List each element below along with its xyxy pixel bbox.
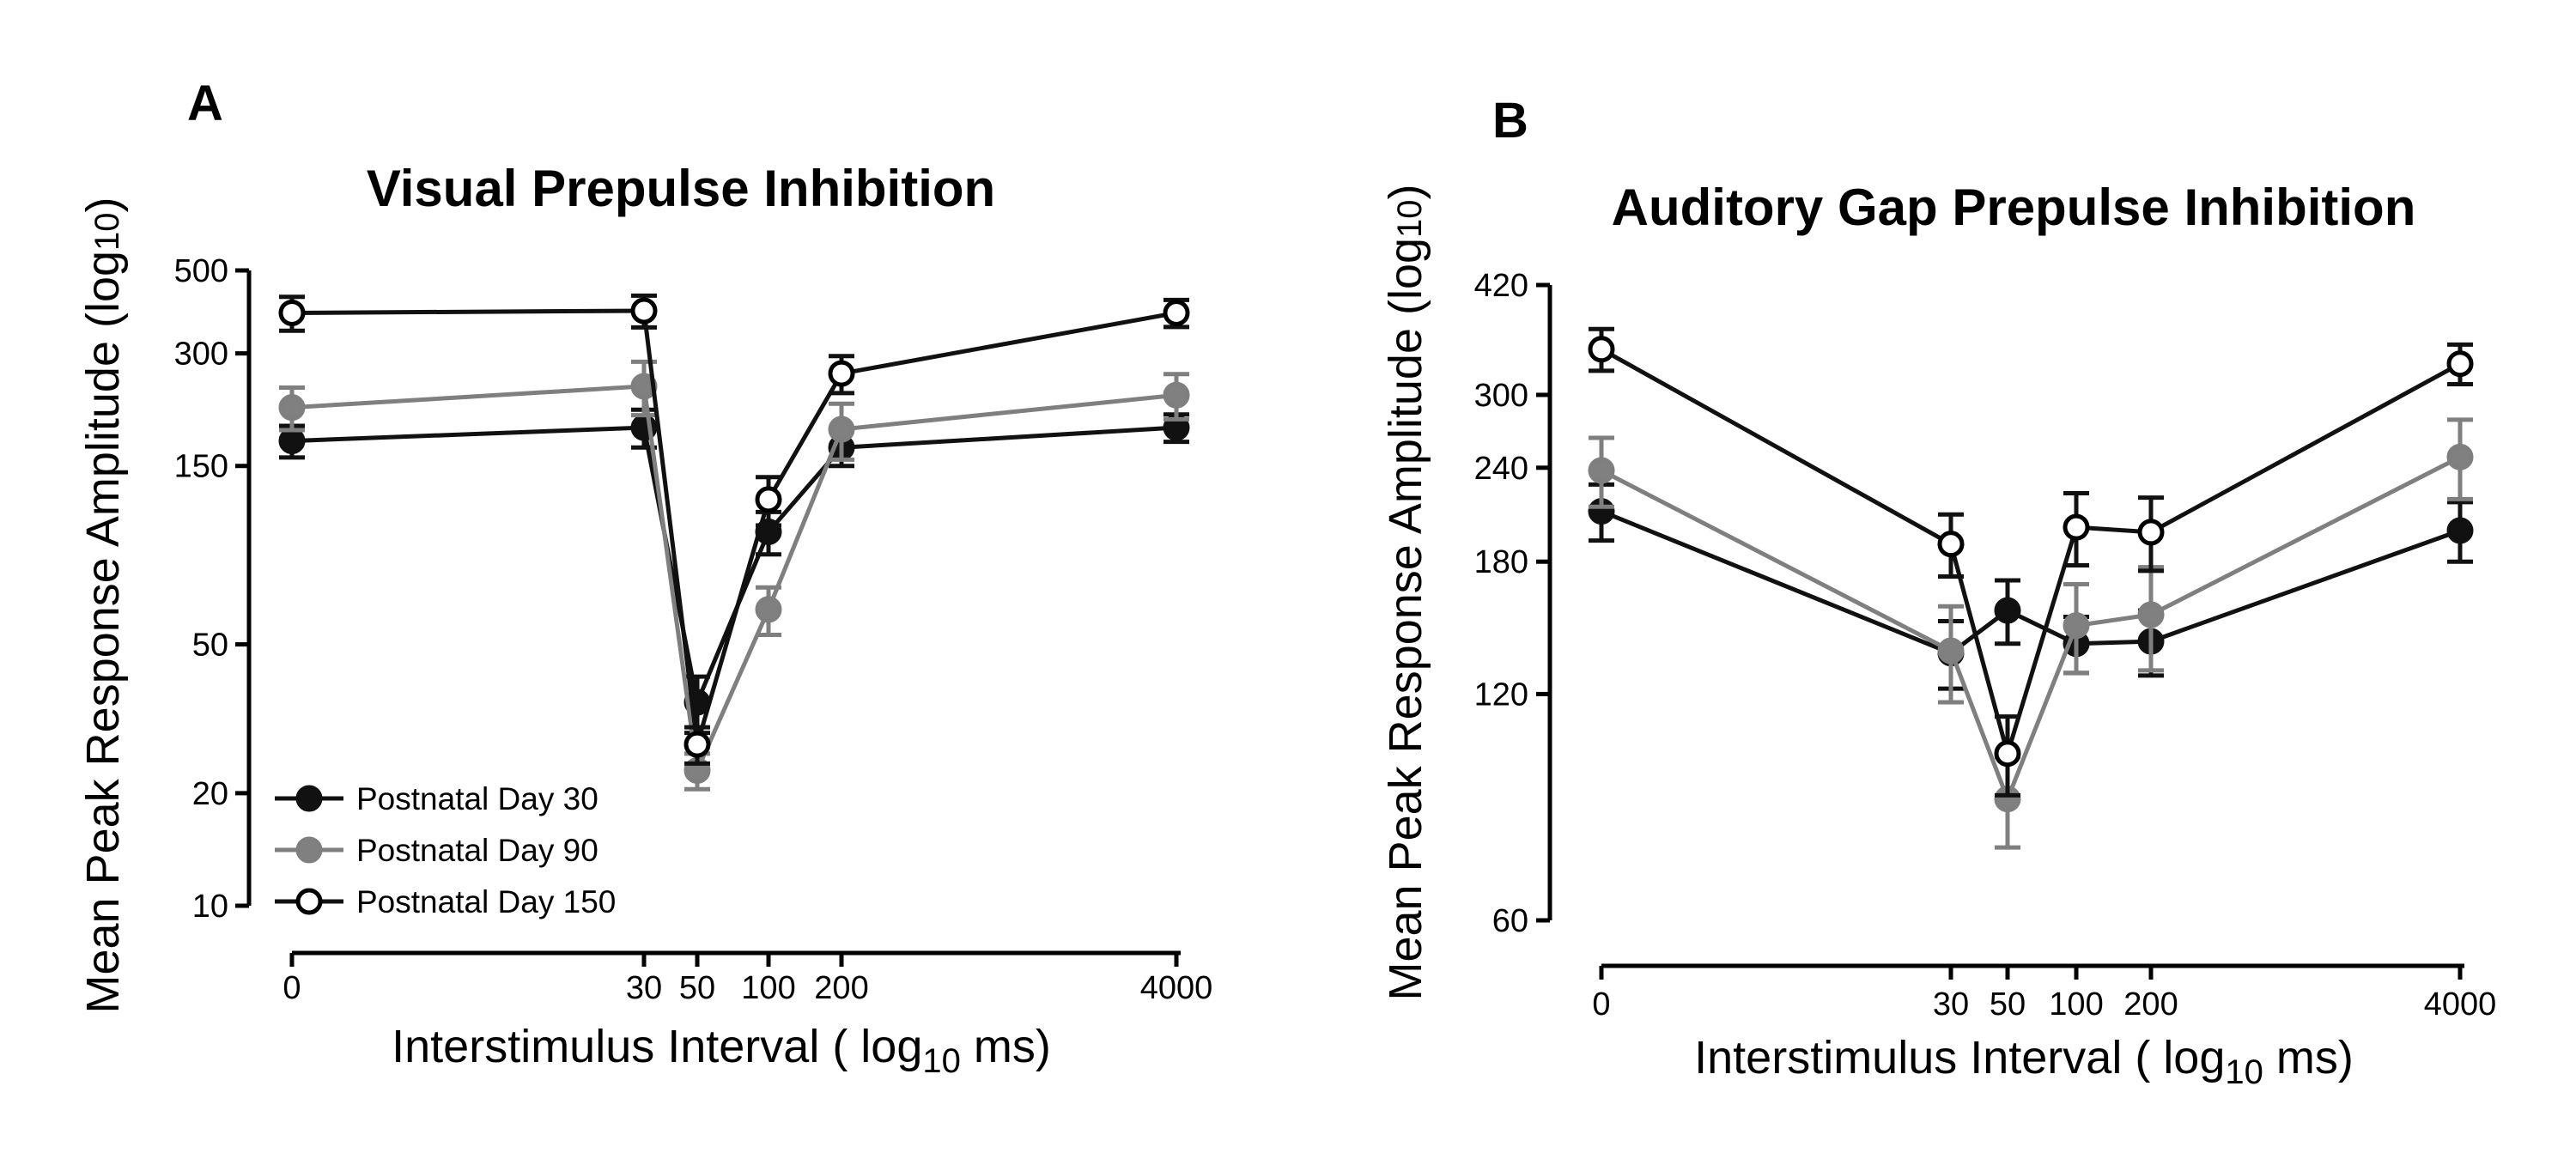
- panel-b-series-3-point-3: [2063, 513, 2090, 541]
- panel-b-series-2-point-3: [2063, 612, 2090, 640]
- panel-a-y-tick-label-10: 10: [192, 889, 228, 925]
- panel-b-ylabel-main: Mean Peak Response Amplitude (log: [1380, 238, 1431, 1001]
- panel-a-x-tick-label-200: 200: [814, 970, 868, 1006]
- panel-a: A Visual Prepulse Inhibition Mean Peak R…: [77, 76, 1212, 1080]
- panel-a-series-3-point-3: [755, 486, 782, 513]
- panel-b-x-tick-label-100: 100: [2049, 986, 2103, 1023]
- panel-a-y-tick-label-50: 50: [192, 628, 228, 664]
- panel-a-ylabel-close: ): [77, 197, 129, 212]
- panel-b-x-tick-label-30: 30: [1933, 986, 1969, 1023]
- panel-b-y-tick-label-180: 180: [1474, 544, 1528, 580]
- panel-b-series-2-line: [1600, 455, 2462, 805]
- panel-b-x-axis-label: Interstimulus Interval ( log10 ms): [1694, 1032, 2354, 1091]
- panel-a-series-2-point-4: [828, 416, 855, 443]
- svg-text:Mean Peak Response Amplitude: Mean Peak Response Amplitude (log10): [1380, 184, 1431, 1000]
- panel-a-series-3-point-2: [683, 731, 711, 758]
- legend-marker-3: [295, 888, 323, 915]
- panel-b-y-tick-label-60: 60: [1492, 903, 1528, 939]
- panel-b-series-1-point-5: [2446, 517, 2474, 544]
- panel-b-series-2-point-1: [1937, 637, 1965, 664]
- panel-b-series-3-point-4: [2137, 519, 2165, 546]
- panel-b-series-2-point-4: [2137, 601, 2165, 628]
- panel-b-series-3-point-2: [1994, 740, 2021, 768]
- panel-a-title: Visual Prepulse Inhibition: [367, 160, 995, 217]
- panel-b-y-tick-label-240: 240: [1474, 451, 1528, 487]
- panel-b-axes: 60 120 180 240 300 420 0 30 50 100 200 4000: [1474, 268, 2497, 1023]
- panel-a-xlabel-main: Interstimulus Interval ( log: [392, 1021, 922, 1072]
- panel-b-series-2-point-0: [1588, 457, 1615, 484]
- panel-b-series-3-point-1: [1937, 531, 1965, 558]
- panel-a-y-tick-label-300: 300: [174, 337, 228, 373]
- panel-a-series-2-point-5: [1163, 381, 1190, 409]
- panel-b-plot: [1588, 326, 2474, 850]
- panel-b-y-tick-label-420: 420: [1474, 268, 1528, 304]
- panel-a-xlabel-close: ms): [961, 1021, 1051, 1072]
- panel-b-series-3-point-5: [2446, 350, 2474, 378]
- panel-b-y-tick-label-120: 120: [1474, 677, 1528, 713]
- panel-b-series-1-line: [1601, 509, 2461, 656]
- panel-a-series-1-point-0: [278, 428, 306, 455]
- panel-a-series-3-point-4: [828, 360, 855, 387]
- panel-a-series-3-point-5: [1163, 299, 1190, 326]
- panel-a-letter: A: [187, 76, 223, 131]
- panel-a-x-tick-label-50: 50: [679, 970, 715, 1006]
- panel-a-series-1-line: [291, 425, 1177, 710]
- panel-b-letter: B: [1492, 93, 1528, 149]
- panel-a-x-tick-label-4000: 4000: [1140, 970, 1213, 1006]
- panel-a-ylabel-sub: 10: [88, 212, 126, 251]
- legend-label-3: Postnatal Day 150: [356, 884, 616, 919]
- panel-b-ylabel-close: ): [1380, 184, 1431, 199]
- panel-b-title: Auditory Gap Prepulse Inhibition: [1612, 179, 2416, 236]
- panel-b-x-tick-label-4000: 4000: [2424, 986, 2497, 1023]
- legend-marker-1: [295, 785, 323, 812]
- panel-b-y-tick-label-300: 300: [1474, 378, 1528, 414]
- panel-a-series-3-point-0: [278, 299, 306, 326]
- panel-a-plot: [278, 293, 1190, 792]
- panel-a-series-2-point-3: [755, 596, 782, 623]
- panel-a-y-axis-label: Mean Peak Response Amplitude (log10): [77, 197, 129, 1013]
- panel-b-series-3-point-0: [1588, 336, 1615, 363]
- panel-b-xlabel-sub: 10: [2225, 1053, 2263, 1091]
- panel-a-series-2-point-0: [278, 394, 306, 422]
- panel-a-y-tick-label-500: 500: [174, 253, 228, 289]
- panel-a-series-3-point-1: [630, 297, 658, 325]
- panel-a-series-2-line: [291, 384, 1177, 779]
- panel-a-series-3-line: [291, 308, 1177, 745]
- panel-a-y-tick-label-20: 20: [192, 776, 228, 812]
- panel-a-x-tick-label-100: 100: [741, 970, 795, 1006]
- panel-b-series-2-point-5: [2446, 443, 2474, 470]
- panel-b: B Auditory Gap Prepulse Inhibition Mean …: [1380, 93, 2496, 1091]
- panel-a-y-tick-label-150: 150: [174, 449, 228, 485]
- panel-b-xlabel-main: Interstimulus Interval ( log: [1694, 1032, 2225, 1083]
- panel-b-series-3-line: [1600, 347, 2462, 762]
- svg-text:Mean Peak Response Amplitude: Mean Peak Response Amplitude (log10): [77, 197, 129, 1013]
- panel-b-series-1-point-2: [1994, 597, 2021, 624]
- legend-label-2: Postnatal Day 90: [356, 833, 598, 868]
- panel-a-legend: Postnatal Day 30 Postnatal Day 90 Postnata…: [275, 781, 616, 919]
- panel-b-x-tick-label-200: 200: [2123, 986, 2178, 1023]
- panel-a-x-tick-label-30: 30: [626, 970, 662, 1006]
- legend-marker-2: [295, 836, 323, 864]
- panel-a-axes: 10 20 50 150 300 500 0 30 50 100 200 4000: [174, 253, 1213, 1006]
- panel-b-y-axis-label: Mean Peak Response Amplitude (log10): [1380, 184, 1431, 1000]
- panel-a-ylabel-main: Mean Peak Response Amplitude (log: [77, 251, 129, 1014]
- panel-b-xlabel-close: ms): [2263, 1032, 2354, 1083]
- panel-a-x-tick-label-0: 0: [283, 970, 301, 1006]
- panel-b-x-tick-label-0: 0: [1592, 986, 1610, 1023]
- legend-label-1: Postnatal Day 30: [356, 781, 598, 816]
- panel-b-x-tick-label-50: 50: [1990, 986, 2026, 1023]
- panel-b-ylabel-sub: 10: [1391, 199, 1429, 238]
- panel-a-xlabel-sub: 10: [922, 1042, 961, 1080]
- panel-a-x-axis-label: Interstimulus Interval ( log10 ms): [392, 1021, 1051, 1080]
